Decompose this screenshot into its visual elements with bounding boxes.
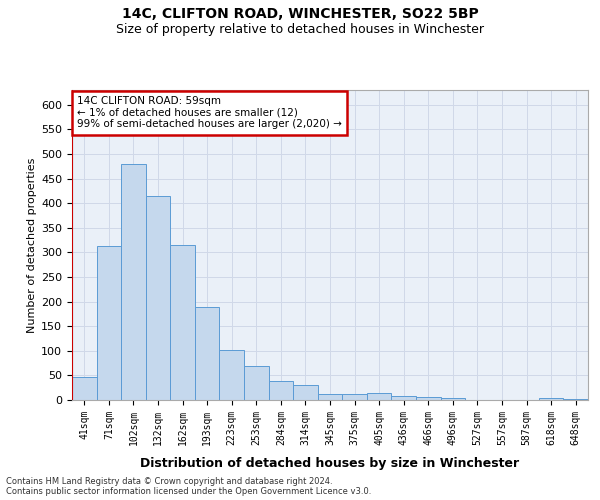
Text: Contains HM Land Registry data © Crown copyright and database right 2024.: Contains HM Land Registry data © Crown c… bbox=[6, 478, 332, 486]
Bar bbox=[539, 398, 563, 400]
Y-axis label: Number of detached properties: Number of detached properties bbox=[27, 158, 37, 332]
Bar bbox=[220, 350, 244, 400]
Bar bbox=[563, 398, 588, 400]
Bar bbox=[170, 245, 195, 400]
Bar bbox=[195, 306, 220, 400]
Bar bbox=[293, 385, 318, 400]
Bar bbox=[391, 396, 416, 400]
Text: 14C CLIFTON ROAD: 59sqm
← 1% of detached houses are smaller (12)
99% of semi-det: 14C CLIFTON ROAD: 59sqm ← 1% of detached… bbox=[77, 96, 342, 130]
Bar bbox=[440, 398, 465, 400]
Bar bbox=[121, 164, 146, 400]
Bar bbox=[367, 393, 391, 400]
Bar bbox=[146, 196, 170, 400]
Bar bbox=[244, 366, 269, 400]
Bar bbox=[416, 397, 440, 400]
Bar bbox=[318, 394, 342, 400]
Bar bbox=[342, 394, 367, 400]
Bar bbox=[269, 382, 293, 400]
Bar bbox=[97, 246, 121, 400]
Bar bbox=[72, 378, 97, 400]
Text: 14C, CLIFTON ROAD, WINCHESTER, SO22 5BP: 14C, CLIFTON ROAD, WINCHESTER, SO22 5BP bbox=[122, 8, 478, 22]
Text: Distribution of detached houses by size in Winchester: Distribution of detached houses by size … bbox=[140, 458, 520, 470]
Text: Size of property relative to detached houses in Winchester: Size of property relative to detached ho… bbox=[116, 22, 484, 36]
Text: Contains public sector information licensed under the Open Government Licence v3: Contains public sector information licen… bbox=[6, 488, 371, 496]
